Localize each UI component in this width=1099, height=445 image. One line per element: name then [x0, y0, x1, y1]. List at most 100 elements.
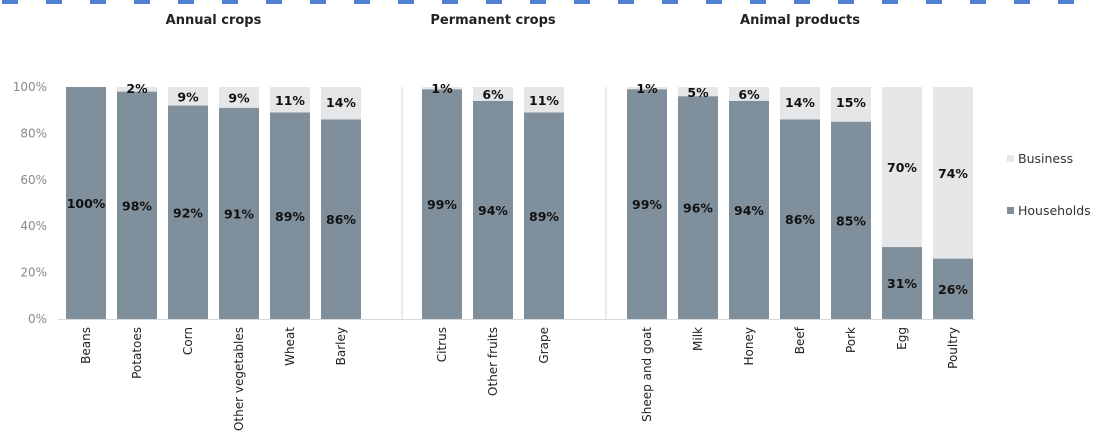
category-label: Milk [691, 327, 705, 351]
header-dash [1014, 0, 1030, 4]
data-label-business: 11% [529, 93, 559, 108]
data-label-business: 9% [177, 89, 199, 104]
header-dash [926, 0, 942, 4]
bar-business [473, 87, 513, 101]
bar-business [219, 87, 259, 108]
data-label-households: 96% [683, 201, 713, 216]
category-label: Sheep and goat [640, 327, 654, 422]
data-label-households: 94% [734, 203, 764, 218]
data-label-business: 15% [836, 95, 866, 110]
category-label: Honey [742, 327, 756, 365]
data-label-business: 6% [482, 87, 504, 102]
header-dash [970, 0, 986, 4]
category-label: Barley [334, 327, 348, 365]
category-label: Other vegetables [232, 327, 246, 431]
y-tick-label: 0% [28, 312, 47, 326]
category-label: Beans [79, 327, 93, 364]
header-dash [706, 0, 722, 4]
y-tick-label: 60% [20, 173, 47, 187]
data-label-business: 14% [326, 95, 356, 110]
header-dash [750, 0, 766, 4]
data-label-business: 1% [431, 81, 453, 96]
header-dash [530, 0, 546, 4]
bar-business [729, 87, 769, 101]
data-label-business: 1% [636, 81, 658, 96]
bar-households [117, 91, 157, 319]
data-label-households: 86% [326, 212, 356, 227]
data-label-households: 94% [478, 203, 508, 218]
legend-swatch-business [1007, 155, 1014, 162]
category-label: Pork [844, 327, 858, 353]
data-label-business: 14% [785, 95, 815, 110]
data-label-households: 85% [836, 213, 866, 228]
data-label-business: 5% [687, 85, 709, 100]
bar-households [627, 89, 667, 319]
header-dash [618, 0, 634, 4]
bar-business [117, 87, 157, 92]
bar-business [321, 87, 361, 120]
header-dash [2, 0, 18, 4]
data-label-business: 2% [126, 81, 148, 96]
header-dash [1058, 0, 1074, 4]
header-dash [266, 0, 282, 4]
header-dash [838, 0, 854, 4]
header-dash [398, 0, 414, 4]
category-label: Poultry [946, 327, 960, 369]
header-dash [442, 0, 458, 4]
header-dash [354, 0, 370, 4]
category-label: Other fruits [486, 327, 500, 396]
data-label-households: 92% [173, 205, 203, 220]
header-dash [178, 0, 194, 4]
bar-business [882, 87, 922, 248]
category-label: Citrus [435, 327, 449, 362]
data-label-households: 31% [887, 276, 917, 291]
header-dash [134, 0, 150, 4]
bar-households [270, 112, 310, 320]
bar-households [168, 105, 208, 319]
bar-households [422, 89, 462, 319]
data-label-households: 100% [67, 196, 106, 211]
bar-business [933, 87, 973, 259]
bar-business [627, 87, 667, 90]
data-label-business: 70% [887, 160, 917, 175]
data-label-business: 74% [938, 166, 968, 181]
y-tick-label: 80% [20, 126, 47, 140]
data-label-households: 99% [427, 197, 457, 212]
legend-label-business: Business [1018, 151, 1073, 166]
data-label-households: 26% [938, 282, 968, 297]
bar-business [422, 87, 462, 90]
category-label: Egg [895, 327, 909, 350]
y-tick-label: 20% [20, 266, 47, 280]
bar-households [729, 100, 769, 319]
category-label: Grape [537, 327, 551, 364]
header-dash [882, 0, 898, 4]
data-label-households: 98% [122, 198, 152, 213]
data-label-business: 9% [228, 90, 250, 105]
group-title: Annual crops [166, 13, 262, 28]
bar-households [831, 121, 871, 319]
bar-households [780, 119, 820, 319]
y-tick-label: 40% [20, 219, 47, 233]
bar-households [219, 107, 259, 319]
bar-business [168, 87, 208, 106]
bar-households [678, 96, 718, 319]
header-dash [310, 0, 326, 4]
header-dash [90, 0, 106, 4]
data-label-households: 86% [785, 212, 815, 227]
category-label: Potatoes [130, 327, 144, 379]
category-label: Beef [793, 326, 807, 354]
data-label-households: 89% [529, 209, 559, 224]
header-dash [486, 0, 502, 4]
data-label-households: 89% [275, 209, 305, 224]
legend-label-households: Households [1018, 203, 1091, 218]
header-dash [794, 0, 810, 4]
group-title: Animal products [740, 13, 860, 28]
bar-households [66, 87, 106, 319]
legend-swatch-households [1007, 207, 1014, 214]
bar-households [933, 258, 973, 319]
header-dash [222, 0, 238, 4]
bar-households [524, 112, 564, 320]
bar-households [473, 100, 513, 319]
data-label-business: 11% [275, 93, 305, 108]
bar-business [678, 87, 718, 97]
